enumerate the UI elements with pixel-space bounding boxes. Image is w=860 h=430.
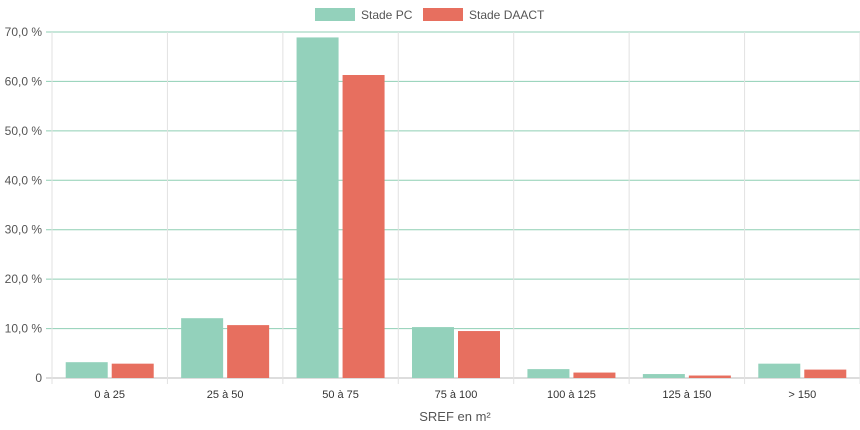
bar-stade-pc[interactable] (527, 369, 570, 378)
bar-stade-pc[interactable] (412, 327, 454, 378)
legend: Stade PC Stade DAACT (315, 8, 545, 22)
y-tick-label: 10,0 % (5, 322, 43, 336)
bar-stade-pc[interactable] (65, 362, 108, 378)
y-tick-label: 50,0 % (5, 124, 43, 138)
x-tick-label: 0 à 25 (94, 389, 125, 401)
x-tick-label: > 150 (788, 389, 816, 401)
bar-stade-daact[interactable] (804, 369, 847, 378)
bar-stade-daact[interactable] (688, 375, 731, 378)
x-tick-label: 25 à 50 (207, 389, 244, 401)
legend-label-stade-daact: Stade DAACT (469, 8, 545, 22)
legend-label-stade-pc: Stade PC (361, 8, 413, 22)
x-axis-title: SREF en m² (419, 409, 491, 424)
bar-stade-daact[interactable] (573, 372, 616, 378)
x-tick-label: 100 à 125 (547, 389, 596, 401)
bar-stade-daact[interactable] (111, 363, 154, 378)
legend-swatch-stade-pc (315, 8, 355, 21)
bar-stade-pc[interactable] (181, 318, 224, 378)
legend-item-stade-daact[interactable]: Stade DAACT (423, 8, 545, 22)
bar-stade-daact[interactable] (227, 325, 270, 378)
y-tick-label: 60,0 % (5, 74, 43, 88)
x-tick-label: 125 à 150 (662, 389, 711, 401)
bars (65, 37, 847, 379)
y-tick-label: 40,0 % (5, 173, 43, 187)
bar-stade-daact[interactable] (458, 331, 500, 378)
bar-stade-daact[interactable] (342, 75, 385, 378)
legend-item-stade-pc[interactable]: Stade PC (315, 8, 413, 22)
y-tick-label: 0 (35, 371, 42, 385)
bar-stade-pc[interactable] (642, 374, 685, 378)
bar-stade-pc[interactable] (296, 37, 339, 379)
y-tick-label: 70,0 % (5, 25, 43, 39)
bar-stade-pc[interactable] (758, 363, 801, 378)
y-tick-label: 20,0 % (5, 272, 43, 286)
x-tick-label: 75 à 100 (435, 389, 478, 401)
x-tick-label: 50 à 75 (322, 389, 359, 401)
legend-swatch-stade-daact (423, 8, 463, 21)
grid (46, 31, 860, 384)
y-axis-ticks: 0 10,0 % 20,0 % 30,0 % 40,0 % 50,0 % 60,0 % 70,… (5, 25, 43, 385)
y-tick-label: 30,0 % (5, 223, 43, 237)
x-axis-ticks: 0 à 25 25 à 50 50 à 75 75 à 100 100 à 125 125… (94, 389, 816, 401)
